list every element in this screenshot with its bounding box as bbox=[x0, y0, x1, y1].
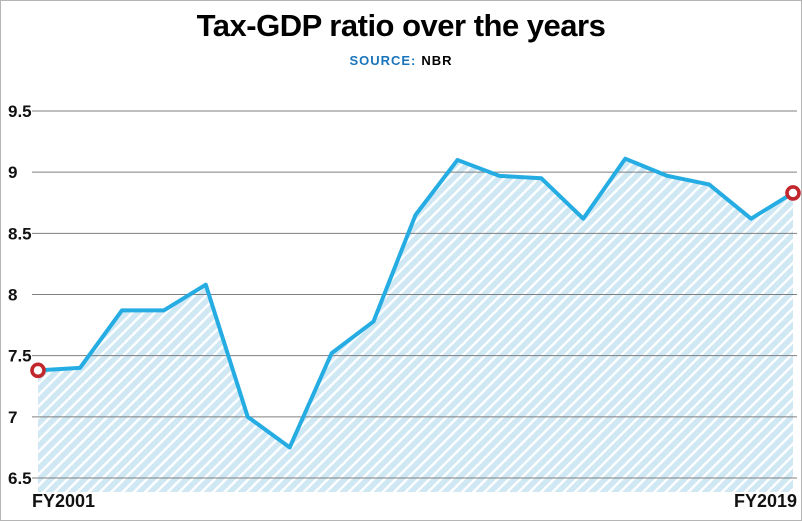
x-label-start: FY2001 bbox=[32, 491, 95, 511]
y-tick-label: 7.5 bbox=[8, 347, 32, 366]
source-value: NBR bbox=[421, 53, 453, 68]
y-tick-label: 9.5 bbox=[8, 102, 32, 121]
y-tick-label: 6.5 bbox=[8, 469, 32, 488]
y-tick-label: 8 bbox=[8, 286, 17, 305]
end-marker-icon bbox=[785, 185, 801, 201]
area-fill bbox=[38, 158, 793, 492]
y-tick-label: 9 bbox=[8, 163, 17, 182]
chart-title: Tax-GDP ratio over the years bbox=[196, 8, 606, 43]
trend-line bbox=[36, 156, 795, 450]
x-label-end: FY2019 bbox=[734, 491, 797, 511]
source-line: SOURCE: NBR bbox=[1, 53, 801, 68]
y-tick-label: 7 bbox=[8, 408, 17, 427]
start-marker-icon bbox=[30, 362, 46, 379]
y-tick-label: 8.5 bbox=[8, 224, 32, 243]
source-label: SOURCE: bbox=[349, 53, 417, 68]
